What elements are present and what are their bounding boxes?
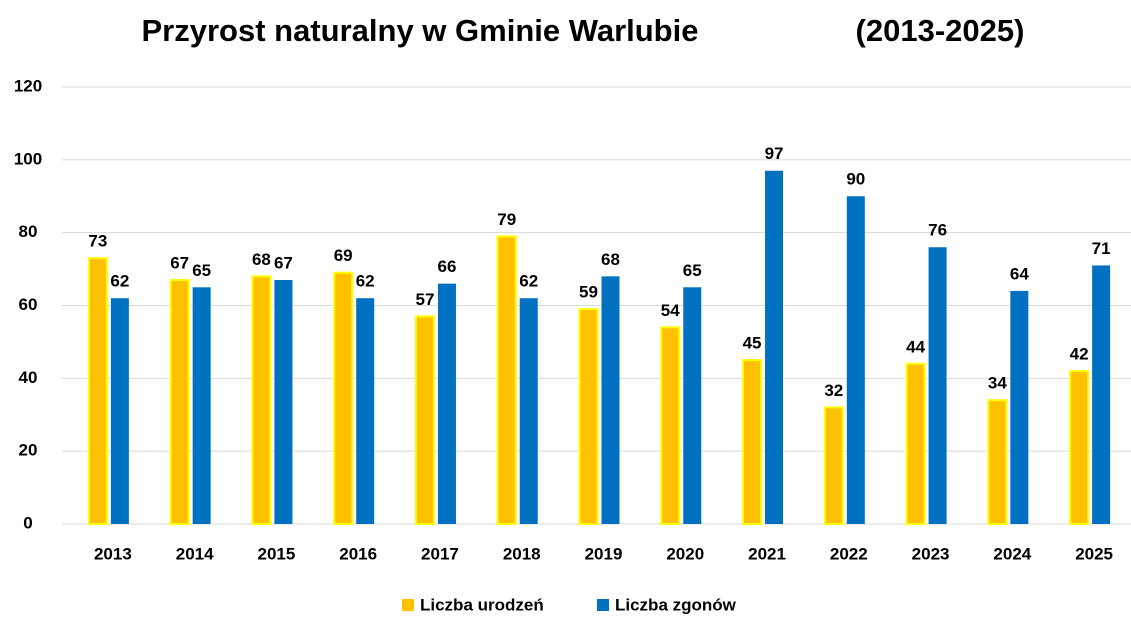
x-tick-label: 2019 [585, 544, 623, 563]
bar [496, 235, 517, 526]
bar [110, 298, 129, 524]
bar [1010, 290, 1029, 524]
chart-title: Przyrost naturalny w Gminie Warlubie [142, 13, 699, 48]
data-label: 67 [170, 253, 189, 272]
data-label: 71 [1092, 239, 1111, 258]
data-label: 42 [1070, 345, 1089, 364]
bar [928, 247, 947, 524]
bar [333, 271, 354, 525]
legend-swatch [597, 599, 609, 611]
y-tick-label: 60 [19, 295, 38, 314]
data-label: 65 [192, 261, 211, 280]
data-label: 54 [661, 301, 680, 320]
data-label: 69 [334, 246, 353, 265]
bar [905, 362, 926, 525]
data-label: 66 [438, 257, 457, 276]
data-label: 97 [765, 144, 784, 163]
bar [660, 326, 681, 525]
data-label: 65 [683, 261, 702, 280]
bar [578, 308, 599, 525]
data-label: 62 [110, 272, 129, 291]
bar [437, 283, 456, 524]
x-tick-label: 2025 [1075, 544, 1113, 563]
data-label: 45 [743, 334, 762, 353]
bar [169, 279, 190, 525]
data-label: 62 [356, 272, 375, 291]
data-label: 57 [416, 290, 435, 309]
x-tick-label: 2015 [258, 544, 296, 563]
bar [87, 257, 108, 525]
data-label: 62 [519, 272, 538, 291]
y-tick-label: 0 [23, 513, 32, 532]
data-label: 32 [824, 381, 843, 400]
data-label: 44 [906, 337, 925, 356]
data-label: 73 [88, 232, 107, 251]
bar [823, 406, 844, 526]
data-label: 76 [928, 221, 947, 240]
legend-label: Liczba urodzeń [420, 595, 544, 614]
data-label: 67 [274, 253, 293, 272]
bar [601, 276, 620, 524]
x-tick-label: 2020 [666, 544, 704, 563]
data-label: 64 [1010, 264, 1029, 283]
x-tick-label: 2013 [94, 544, 132, 563]
x-tick-label: 2023 [912, 544, 950, 563]
bar [742, 359, 763, 525]
y-tick-label: 40 [19, 368, 38, 387]
legend-label: Liczba zgonów [615, 595, 737, 614]
data-label: 59 [579, 283, 598, 302]
bar [846, 196, 865, 524]
x-tick-label: 2016 [339, 544, 377, 563]
chart-title-years: (2013-2025) [856, 13, 1025, 48]
bar [1092, 265, 1111, 524]
data-label: 34 [988, 374, 1007, 393]
x-tick-label: 2017 [421, 544, 459, 563]
x-tick-label: 2018 [503, 544, 541, 563]
legend-swatch [402, 599, 414, 611]
bar [683, 287, 702, 524]
bar [765, 170, 784, 524]
x-tick-label: 2022 [830, 544, 868, 563]
y-tick-label: 100 [14, 149, 42, 168]
bar [192, 287, 211, 524]
data-label: 68 [601, 250, 620, 269]
bar [251, 275, 272, 525]
x-tick-label: 2021 [748, 544, 786, 563]
bar [1069, 370, 1090, 525]
data-label: 90 [846, 170, 865, 189]
bar [987, 399, 1008, 525]
bar [414, 315, 435, 525]
data-label: 68 [252, 250, 271, 269]
bar [274, 280, 293, 524]
bar [356, 298, 375, 524]
data-label: 79 [497, 210, 516, 229]
y-tick-label: 80 [19, 222, 38, 241]
x-tick-label: 2024 [993, 544, 1031, 563]
y-tick-label: 120 [14, 76, 42, 95]
bar [519, 298, 538, 524]
x-tick-label: 2014 [176, 544, 214, 563]
y-tick-label: 20 [19, 441, 38, 460]
